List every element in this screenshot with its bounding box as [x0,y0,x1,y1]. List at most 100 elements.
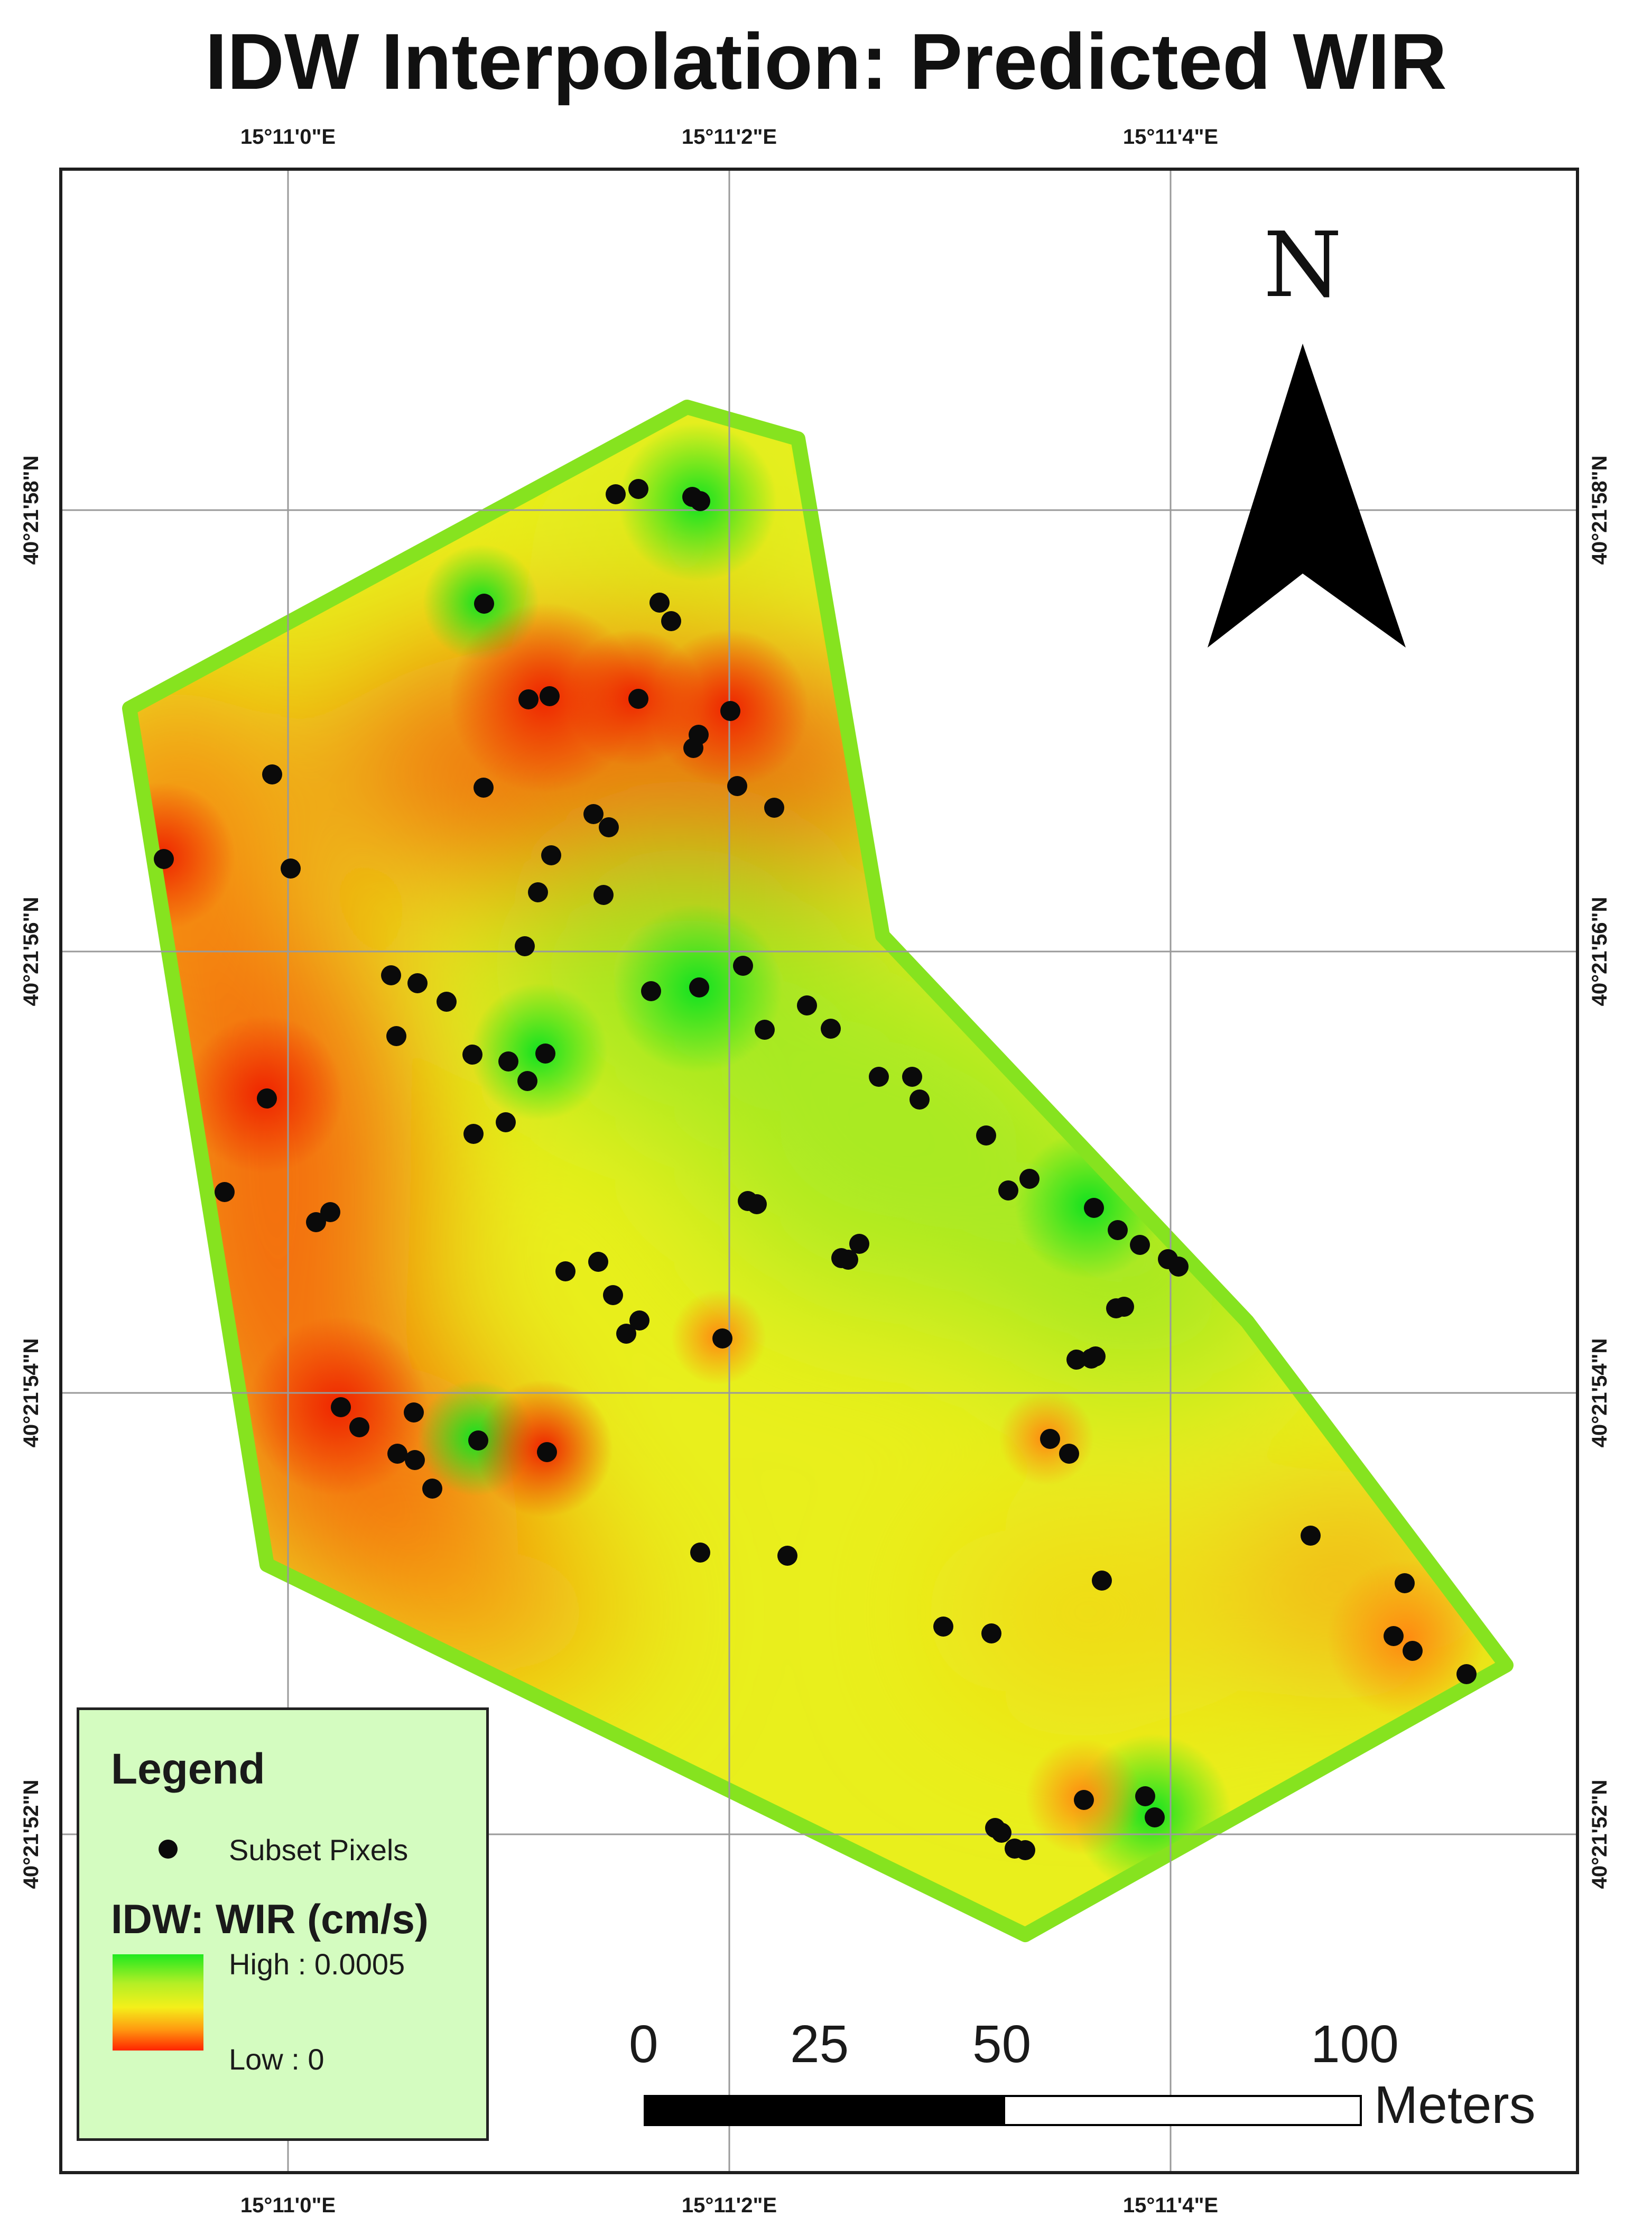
subset-pixel-6 [649,593,670,613]
subset-pixel-51 [1019,1169,1040,1189]
subset-pixel-19 [281,858,301,879]
subset-pixel-86 [1092,1571,1112,1591]
subset-pixel-28 [407,973,428,993]
subset-pixel-74 [349,1417,369,1437]
subset-pixel-64 [603,1285,623,1305]
subset-pixel-24 [593,885,614,905]
subset-pixel-23 [528,882,548,902]
subset-pixel-57 [306,1212,326,1232]
subset-pixel-9 [540,686,560,706]
bottom-label-1: 15°11'0"E [240,2194,336,2217]
scale-bar [644,2095,1362,2126]
subset-pixel-40 [869,1067,889,1087]
subset-pixel-31 [689,977,709,998]
scale-label-25: 25 [790,2015,849,2074]
subset-pixel-symbol [159,1840,178,1859]
subset-pixel-17 [764,798,784,818]
subset-pixel-70 [1066,1350,1087,1370]
subset-pixel-16 [727,776,747,796]
subset-pixel-95 [1145,1807,1165,1827]
bottom-label-2: 15°11'2"E [682,2194,777,2217]
subset-pixel-77 [405,1450,425,1470]
subset-pixel-points [154,479,1477,1860]
legend-color-ramp [113,1954,203,2051]
subset-pixel-80 [537,1442,557,1462]
subset-pixel-69 [1114,1297,1134,1317]
scale-label-100: 100 [1311,2015,1399,2074]
subset-pixel-67 [712,1328,732,1349]
scale-label-0: 0 [629,2015,658,2074]
subset-pixel-49 [747,1194,767,1214]
subset-pixel-37 [498,1051,518,1072]
subset-pixel-44 [463,1124,484,1144]
bottom-label-3: 15°11'4"E [1123,2194,1218,2217]
right-label-1: 40°21'58"N [1588,456,1611,565]
subset-pixel-93 [1074,1790,1094,1810]
left-label-4: 40°21'52"N [20,1780,43,1889]
subset-pixel-13 [683,738,703,758]
subset-pixel-50 [998,1180,1018,1200]
subset-pixel-90 [1384,1626,1404,1646]
legend-title: Legend [111,1745,265,1793]
subset-pixel-73 [331,1397,351,1417]
subset-pixel-97 [991,1823,1011,1843]
subset-pixel-89 [981,1623,1001,1643]
subset-pixel-10 [628,689,648,709]
legend-panel: Legend Subset Pixels IDW: WIR (cm/s) Hig… [77,1707,489,2141]
subset-pixel-88 [933,1617,953,1637]
subset-pixel-78 [422,1479,442,1499]
subset-pixel-91 [1403,1641,1423,1661]
subset-pixel-2 [628,479,648,499]
subset-pixel-72 [1085,1346,1106,1366]
top-label-1: 15°11'0"E [240,125,336,149]
subset-pixel-84 [690,1543,710,1563]
north-label: N [1264,213,1342,318]
subset-pixel-29 [437,992,457,1012]
north-arrow: N [1208,213,1406,648]
scale-label-50: 50 [972,2015,1032,2074]
study-area-boundary [122,400,1514,1942]
subset-pixel-14 [262,764,282,784]
subset-pixel-41 [902,1067,922,1087]
scale-unit: Meters [1374,2075,1536,2135]
subset-pixel-36 [462,1045,482,1065]
subset-pixel-43 [257,1088,277,1109]
top-label-3: 15°11'4"E [1123,125,1218,149]
legend-raster-title: IDW: WIR (cm/s) [111,1896,429,1942]
subset-pixel-27 [381,965,401,985]
legend-subset-label: Subset Pixels [229,1833,409,1867]
subset-pixel-56 [1168,1257,1189,1277]
graticule-labels: 15°11'0"E 15°11'2"E 15°11'4"E 15°11'0"E … [20,125,1611,2217]
left-label-1: 40°21'58"N [20,456,43,565]
top-label-2: 15°11'2"E [682,125,777,149]
subset-pixel-26 [733,956,753,976]
subset-pixel-47 [215,1182,235,1202]
subset-pixel-1 [606,484,626,504]
legend-low-label: Low : 0 [229,2043,324,2076]
subset-pixel-54 [1130,1235,1150,1255]
subset-pixel-4 [690,491,710,511]
right-label-3: 40°21'54"N [1588,1338,1611,1448]
subset-pixel-79 [468,1430,488,1451]
subset-pixel-5 [474,594,494,614]
subset-pixel-25 [515,936,535,956]
left-label-2: 40°21'56"N [20,897,43,1006]
subset-pixel-39 [517,1071,537,1091]
subset-pixel-82 [1059,1444,1079,1464]
subset-pixel-32 [386,1026,406,1046]
subset-pixel-45 [496,1112,516,1132]
subset-pixel-53 [1108,1220,1128,1240]
subset-pixel-52 [1084,1198,1104,1218]
north-arrow-icon [1208,344,1406,648]
subset-pixel-94 [1135,1786,1155,1806]
subset-pixel-8 [518,689,539,709]
subset-pixel-60 [588,1252,608,1272]
left-label-3: 40°21'54"N [20,1338,43,1448]
subset-pixel-81 [1040,1429,1060,1449]
subset-pixel-15 [474,778,494,798]
subset-pixel-33 [755,1020,775,1040]
subset-pixel-34 [797,995,817,1015]
map-frame [59,168,1579,2174]
subset-pixel-38 [535,1043,555,1064]
subset-pixel-35 [821,1019,841,1039]
